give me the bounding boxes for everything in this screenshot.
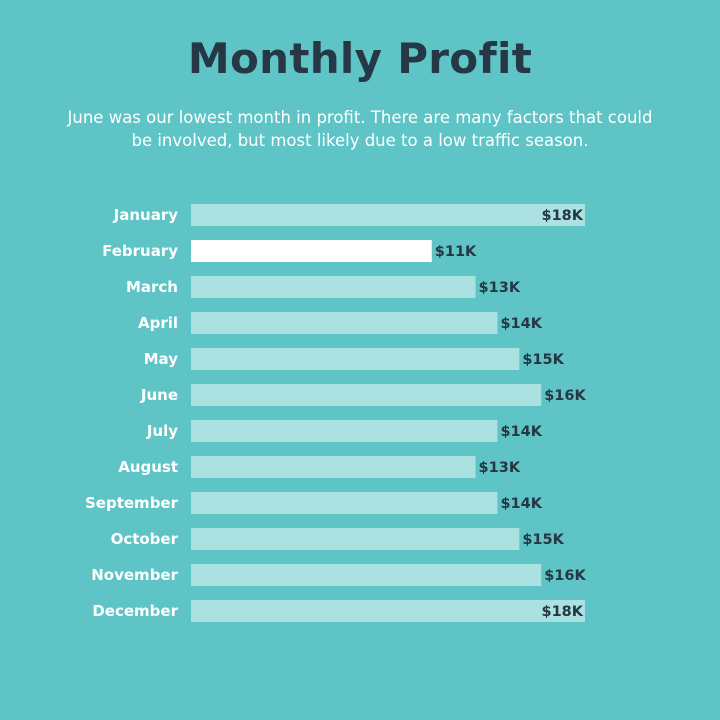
value-label-january: $18K — [541, 208, 583, 224]
value-label-july: $14K — [500, 424, 542, 440]
value-label-february: $11K — [435, 244, 477, 260]
month-label-april: April — [138, 314, 178, 332]
month-label-september: September — [85, 494, 179, 512]
value-label-august: $13K — [479, 460, 521, 476]
bar-february — [191, 240, 432, 262]
month-label-january: January — [113, 206, 179, 224]
month-label-june: June — [140, 386, 178, 404]
month-label-october: October — [111, 530, 179, 548]
bar-august — [191, 456, 476, 478]
value-label-april: $14K — [500, 316, 542, 332]
month-label-march: March — [126, 278, 178, 296]
value-label-october: $15K — [522, 532, 564, 548]
bar-september — [191, 492, 498, 514]
value-label-may: $15K — [522, 352, 564, 368]
bar-december — [191, 600, 585, 622]
bar-april — [191, 312, 498, 334]
value-label-november: $16K — [544, 568, 586, 584]
bar-june — [191, 384, 542, 406]
month-label-july: July — [146, 422, 178, 440]
month-label-december: December — [92, 602, 178, 620]
bar-may — [191, 348, 520, 370]
month-label-november: November — [91, 566, 178, 584]
bar-november — [191, 564, 542, 586]
bar-march — [191, 276, 476, 298]
value-label-december: $18K — [541, 604, 583, 620]
chart-subtitle: June was our lowest month in profit. The… — [67, 108, 653, 150]
bar-january — [191, 204, 585, 226]
month-label-may: May — [144, 350, 179, 368]
bar-october — [191, 528, 520, 550]
chart-title: Monthly Profit — [187, 34, 533, 83]
month-label-august: August — [118, 458, 178, 476]
value-label-june: $16K — [544, 388, 586, 404]
bar-july — [191, 420, 498, 442]
value-label-september: $14K — [500, 496, 542, 512]
value-label-march: $13K — [479, 280, 521, 296]
month-label-february: February — [102, 242, 178, 260]
